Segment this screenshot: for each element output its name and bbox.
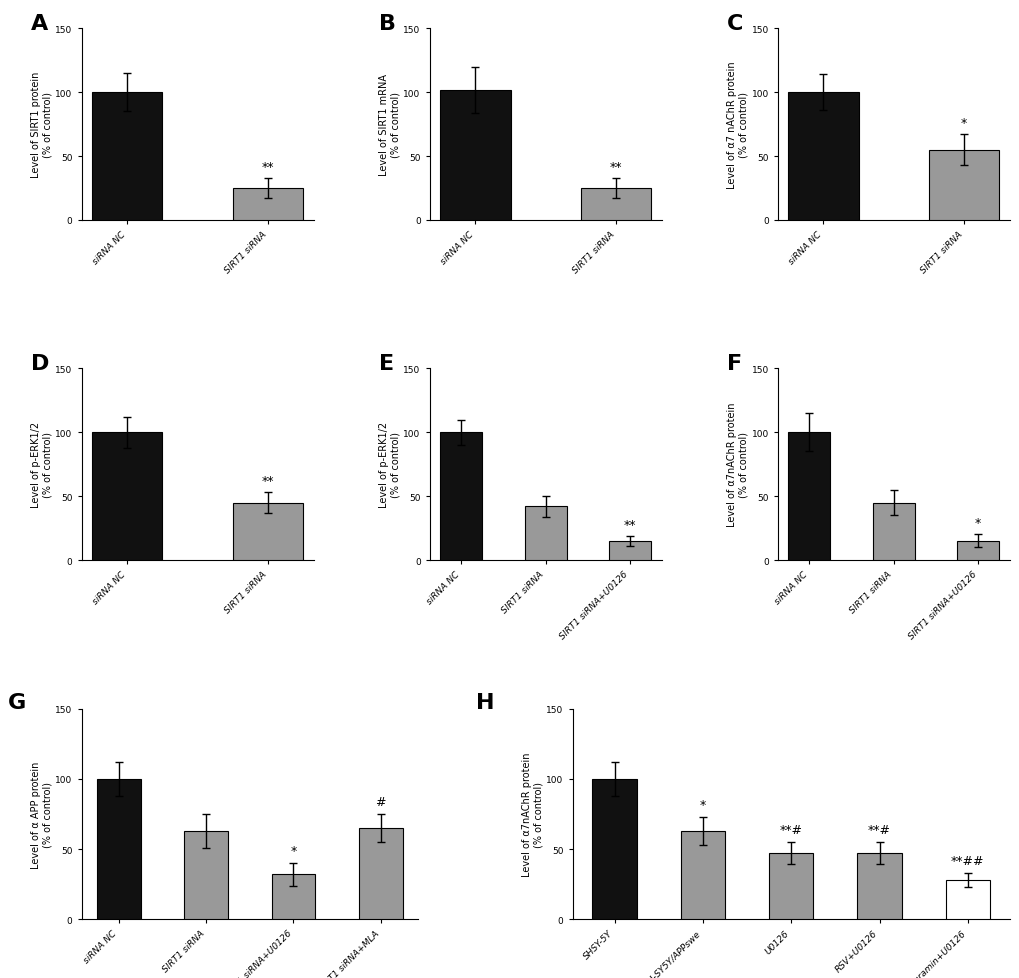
- Text: B: B: [378, 14, 395, 34]
- Text: H: H: [476, 692, 494, 712]
- Bar: [928, 151, 999, 221]
- Bar: [872, 503, 914, 560]
- Text: **#: **#: [867, 823, 891, 836]
- Bar: [788, 93, 858, 221]
- Text: **##: **##: [950, 855, 983, 867]
- Y-axis label: Level of SIRT1 mRNA
(% of control): Level of SIRT1 mRNA (% of control): [379, 74, 400, 176]
- Text: C: C: [726, 14, 743, 34]
- Y-axis label: Level of α7nAChR protein
(% of control): Level of α7nAChR protein (% of control): [522, 752, 543, 876]
- Bar: [232, 189, 303, 221]
- Bar: [271, 874, 315, 919]
- Text: #: #: [375, 795, 385, 809]
- Y-axis label: Level of α7 nAChR protein
(% of control): Level of α7 nAChR protein (% of control): [727, 62, 748, 189]
- Text: **: **: [262, 474, 274, 488]
- Y-axis label: Level of α APP protein
(% of control): Level of α APP protein (% of control): [31, 761, 53, 867]
- Text: F: F: [726, 354, 741, 374]
- Bar: [524, 507, 567, 560]
- Text: D: D: [31, 354, 49, 374]
- Text: *: *: [974, 516, 980, 530]
- Bar: [608, 541, 650, 560]
- Bar: [440, 91, 511, 221]
- Text: **: **: [609, 160, 622, 173]
- Bar: [359, 828, 403, 919]
- Text: **: **: [624, 518, 636, 531]
- Bar: [956, 541, 999, 560]
- Bar: [580, 189, 650, 221]
- Bar: [92, 93, 162, 221]
- Text: **#: **#: [779, 823, 802, 836]
- Bar: [857, 854, 901, 919]
- Y-axis label: Level of SIRT1 protein
(% of control): Level of SIRT1 protein (% of control): [31, 72, 53, 178]
- Bar: [768, 854, 812, 919]
- Text: *: *: [699, 798, 705, 811]
- Bar: [97, 778, 141, 919]
- Bar: [788, 433, 829, 560]
- Bar: [680, 831, 725, 919]
- Bar: [184, 831, 227, 919]
- Text: E: E: [378, 354, 393, 374]
- Bar: [592, 778, 636, 919]
- Text: *: *: [290, 845, 297, 858]
- Text: *: *: [960, 117, 966, 130]
- Bar: [232, 503, 303, 560]
- Text: A: A: [31, 14, 48, 34]
- Y-axis label: Level of p-ERK1/2
(% of control): Level of p-ERK1/2 (% of control): [31, 422, 53, 508]
- Text: **: **: [262, 160, 274, 173]
- Bar: [440, 433, 482, 560]
- Y-axis label: Level of α7nAChR protein
(% of control): Level of α7nAChR protein (% of control): [727, 403, 748, 527]
- Text: G: G: [7, 692, 25, 712]
- Bar: [92, 433, 162, 560]
- Y-axis label: Level of p-ERK1/2
(% of control): Level of p-ERK1/2 (% of control): [379, 422, 400, 508]
- Bar: [945, 880, 989, 919]
